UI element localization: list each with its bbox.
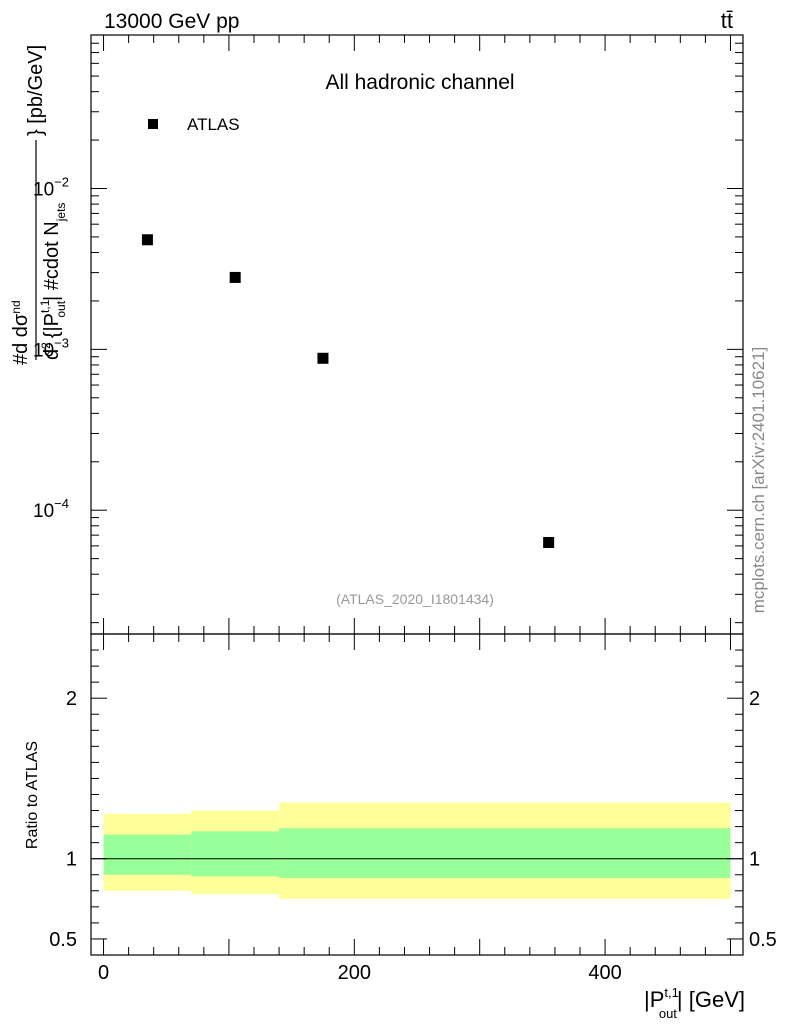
main-ticks: 10−2 10−3 10−4 [33, 34, 743, 634]
main-panel: All hadronic channel ATLAS (ATLAS_2020_I… [9, 34, 744, 635]
ylabel-denominator: d2{|Pt,1 out| #cdot Njets [38, 203, 68, 360]
mcplots-source-label: mcplots.cern.ch [arXiv:2401.10621] [749, 347, 768, 613]
y-tick-label-main: 10−3 [33, 335, 69, 361]
y-tick-label-ratio-left: 2 [66, 688, 77, 710]
ratio-ticks: 0.5 0.5 1 1 2 2 0 200 400 [49, 634, 777, 984]
x-tick-label: 0 [98, 962, 109, 984]
energy-label: 13000 GeV pp [104, 10, 239, 33]
stat-uncertainty-band [191, 831, 280, 877]
stat-uncertainty-band [103, 834, 192, 875]
data-point-atlas [229, 271, 241, 283]
y-tick-label-ratio-left: 0.5 [49, 929, 77, 951]
main-y-axis-label: #d dσnd d2{|Pt,1 out| #cdot Njets } [pb/G… [9, 45, 68, 365]
y-tick-label-ratio-left: 1 [66, 849, 77, 871]
ratio-panel: 0.5 0.5 1 1 2 2 0 200 400 Ratio to ATLAS |Pt,1 ou… [24, 633, 777, 1021]
y-tick-label-main: 10−4 [33, 496, 69, 522]
process-label: tt̄ [721, 8, 733, 33]
data-points [141, 234, 555, 548]
x-tick-label: 400 [588, 962, 621, 984]
uncertainty-bands [103, 802, 731, 899]
y-tick-label-ratio-right: 0.5 [749, 929, 777, 951]
data-point-atlas [317, 352, 329, 364]
plot-title: All hadronic channel [325, 71, 514, 94]
ylabel-numerator: #d dσnd [9, 300, 32, 365]
legend: ATLAS [148, 115, 240, 134]
analysis-annotation: (ATLAS_2020_I1801434) [336, 591, 494, 607]
ylabel-units: } [pb/GeV] [25, 45, 47, 136]
y-tick-label-ratio-right: 1 [749, 849, 760, 871]
y-tick-label-main: 10−2 [33, 174, 69, 200]
data-point-atlas [141, 234, 153, 246]
stat-uncertainty-band [279, 828, 731, 878]
ratio-frame [90, 633, 744, 956]
y-tick-label-ratio-right: 2 [749, 688, 760, 710]
legend-marker-atlas [148, 119, 158, 129]
ratio-y-axis-label: Ratio to ATLAS [24, 741, 41, 849]
x-axis-label: |Pt,1 out| [GeV] [644, 985, 745, 1021]
legend-label-atlas: ATLAS [187, 115, 240, 134]
data-point-atlas [543, 536, 555, 548]
x-tick-label: 200 [338, 962, 371, 984]
